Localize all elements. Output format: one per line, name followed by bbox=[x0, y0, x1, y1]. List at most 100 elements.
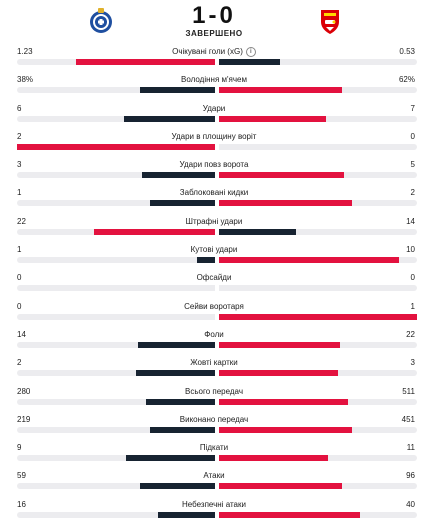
stat-label-text: Офсайди bbox=[196, 273, 232, 283]
home-bar-fill bbox=[17, 143, 215, 150]
away-stat-value: 2 bbox=[410, 188, 415, 198]
home-bar-fill bbox=[135, 370, 215, 377]
stat-label-text: Удари в площину воріт bbox=[171, 131, 257, 141]
stat-label: Очікувані голи (xG) i bbox=[0, 47, 428, 57]
arsenal-crest-icon[interactable] bbox=[316, 7, 344, 35]
stat-row: 2 Жовті картки 3 bbox=[0, 354, 428, 382]
away-stat-value: 511 bbox=[402, 386, 415, 396]
away-bar-fill bbox=[219, 398, 348, 405]
home-bar-track bbox=[17, 341, 215, 348]
home-bar-track bbox=[17, 455, 215, 462]
stat-label-text: Небезпечні атаки bbox=[182, 499, 246, 509]
home-bar-track bbox=[17, 200, 215, 207]
stat-row: 0 Сейви воротаря 1 bbox=[0, 298, 428, 326]
home-stat-value: 1.23 bbox=[17, 47, 33, 56]
stat-label: Заблоковані кидки bbox=[0, 188, 428, 198]
stat-label: Удари в площину воріт bbox=[0, 132, 428, 142]
stat-row: 9 Підкати 11 bbox=[0, 439, 428, 467]
stat-label: Жовті картки bbox=[0, 358, 428, 368]
fc-porto-crest-icon[interactable] bbox=[87, 7, 115, 35]
stat-label-text: Всього передач bbox=[185, 386, 243, 396]
home-stat-value: 3 bbox=[17, 160, 22, 170]
home-bar-track bbox=[17, 285, 215, 292]
away-bar-track bbox=[219, 200, 417, 207]
away-bar-fill bbox=[219, 228, 297, 235]
home-bar-fill bbox=[141, 172, 215, 179]
stat-row: 22 Штрафні удари 14 bbox=[0, 213, 428, 241]
home-bar-track bbox=[17, 483, 215, 490]
stat-label: Підкати bbox=[0, 443, 428, 453]
home-bar-track bbox=[17, 228, 215, 235]
stat-row: 16 Небезпечні атаки 40 bbox=[0, 496, 428, 524]
away-bar-fill bbox=[219, 483, 342, 490]
home-stat-value: 2 bbox=[17, 131, 22, 141]
stat-label: Офсайди bbox=[0, 273, 428, 283]
stat-label-text: Кутові удари bbox=[190, 245, 238, 255]
match-status: ЗАВЕРШЕНО bbox=[185, 29, 243, 38]
stat-label-text: Атаки bbox=[203, 471, 225, 481]
stat-label-text: Очікувані голи (xG) bbox=[172, 47, 243, 56]
home-bar-fill bbox=[149, 200, 215, 207]
stat-row: 1 Заблоковані кидки 2 bbox=[0, 184, 428, 212]
away-bar-track bbox=[219, 483, 417, 490]
stat-label-text: Підкати bbox=[199, 443, 229, 453]
stat-label-text: Фоли bbox=[204, 329, 224, 339]
away-bar-track bbox=[219, 455, 417, 462]
stat-label: Кутові удари bbox=[0, 245, 428, 255]
home-bar-track bbox=[17, 115, 215, 122]
home-bar-track bbox=[17, 143, 215, 150]
stat-label: Атаки bbox=[0, 471, 428, 481]
away-stat-value: 10 bbox=[406, 245, 415, 255]
away-bar-fill bbox=[219, 115, 326, 122]
home-bar-track bbox=[17, 370, 215, 377]
away-bar-fill bbox=[219, 426, 352, 433]
home-bar-fill bbox=[137, 341, 215, 348]
score: 1-0 bbox=[0, 3, 428, 29]
away-bar-track bbox=[219, 87, 417, 94]
away-bar-fill bbox=[219, 59, 281, 65]
away-stat-value: 451 bbox=[401, 414, 415, 424]
away-bar-fill bbox=[219, 313, 417, 320]
away-bar-track bbox=[219, 426, 417, 433]
home-stat-value: 0 bbox=[17, 273, 22, 283]
away-stat-value: 22 bbox=[406, 329, 415, 339]
stat-label: Сейви воротаря bbox=[0, 302, 428, 312]
home-stat-value: 280 bbox=[17, 386, 31, 396]
away-stat-value: 96 bbox=[406, 471, 415, 481]
stat-label-text: Заблоковані кидки bbox=[179, 188, 249, 198]
home-score: 1 bbox=[192, 2, 209, 29]
info-icon[interactable]: i bbox=[245, 47, 256, 57]
home-stat-value: 2 bbox=[17, 358, 22, 368]
stat-label-text: Удари bbox=[202, 103, 226, 113]
stat-row: 2 Удари в площину воріт 0 bbox=[0, 128, 428, 156]
away-stat-value: 0 bbox=[410, 273, 415, 283]
home-bar-track bbox=[17, 257, 215, 264]
away-bar-track bbox=[219, 115, 417, 122]
score-separator: - bbox=[208, 2, 220, 29]
match-header: 1-0 ЗАВЕРШЕНО bbox=[0, 0, 428, 43]
stat-row: 280 Всього передач 511 bbox=[0, 383, 428, 411]
home-bar-fill bbox=[139, 87, 215, 94]
away-bar-fill bbox=[219, 511, 360, 518]
stat-row: 6 Удари 7 bbox=[0, 100, 428, 128]
stat-label: Володіння м'ячем bbox=[0, 75, 428, 85]
stat-label: Штрафні удари bbox=[0, 217, 428, 227]
home-bar-track bbox=[17, 313, 215, 320]
home-stat-value: 22 bbox=[17, 216, 26, 226]
home-bar-track bbox=[17, 511, 215, 518]
home-bar-track bbox=[17, 87, 215, 94]
away-bar-track bbox=[219, 398, 417, 405]
stat-row: 59 Атаки 96 bbox=[0, 467, 428, 495]
stat-label: Удари bbox=[0, 104, 428, 114]
away-bar-track bbox=[219, 341, 417, 348]
stat-row: 1.23 Очікувані голи (xG) i 0.53 bbox=[0, 43, 428, 71]
away-stat-value: 40 bbox=[406, 499, 415, 509]
away-stat-value: 11 bbox=[406, 443, 415, 453]
home-bar-track bbox=[17, 426, 215, 433]
away-stat-value: 3 bbox=[410, 358, 415, 368]
away-bar-track bbox=[219, 370, 417, 377]
stat-label-text: Штрафні удари bbox=[185, 216, 243, 226]
away-bar-fill bbox=[219, 257, 400, 264]
home-stat-value: 16 bbox=[17, 499, 26, 509]
home-stat-value: 9 bbox=[17, 443, 22, 453]
